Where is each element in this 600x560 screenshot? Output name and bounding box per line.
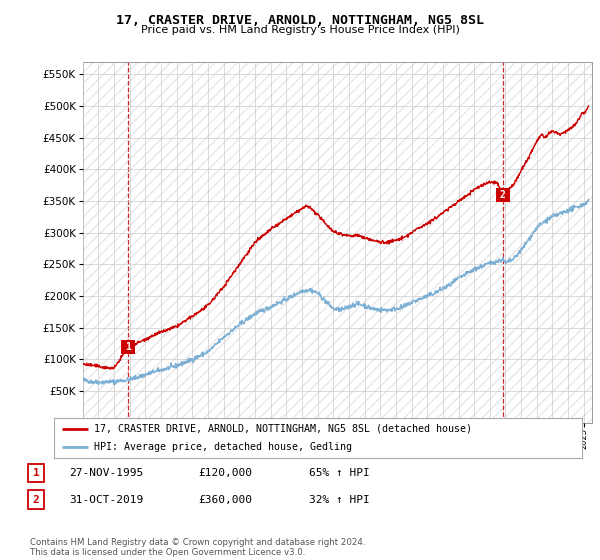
- Text: 1: 1: [125, 342, 131, 352]
- Text: 17, CRASTER DRIVE, ARNOLD, NOTTINGHAM, NG5 8SL (detached house): 17, CRASTER DRIVE, ARNOLD, NOTTINGHAM, N…: [94, 424, 472, 433]
- Text: 65% ↑ HPI: 65% ↑ HPI: [309, 468, 370, 478]
- Text: 27-NOV-1995: 27-NOV-1995: [69, 468, 143, 478]
- Text: £360,000: £360,000: [198, 494, 252, 505]
- Text: 1: 1: [32, 468, 40, 478]
- Text: Price paid vs. HM Land Registry's House Price Index (HPI): Price paid vs. HM Land Registry's House …: [140, 25, 460, 35]
- Text: 2: 2: [500, 190, 506, 200]
- Text: HPI: Average price, detached house, Gedling: HPI: Average price, detached house, Gedl…: [94, 442, 352, 452]
- Text: 17, CRASTER DRIVE, ARNOLD, NOTTINGHAM, NG5 8SL: 17, CRASTER DRIVE, ARNOLD, NOTTINGHAM, N…: [116, 14, 484, 27]
- Text: 32% ↑ HPI: 32% ↑ HPI: [309, 494, 370, 505]
- Text: Contains HM Land Registry data © Crown copyright and database right 2024.
This d: Contains HM Land Registry data © Crown c…: [30, 538, 365, 557]
- Text: 2: 2: [32, 494, 40, 505]
- Text: 31-OCT-2019: 31-OCT-2019: [69, 494, 143, 505]
- Text: £120,000: £120,000: [198, 468, 252, 478]
